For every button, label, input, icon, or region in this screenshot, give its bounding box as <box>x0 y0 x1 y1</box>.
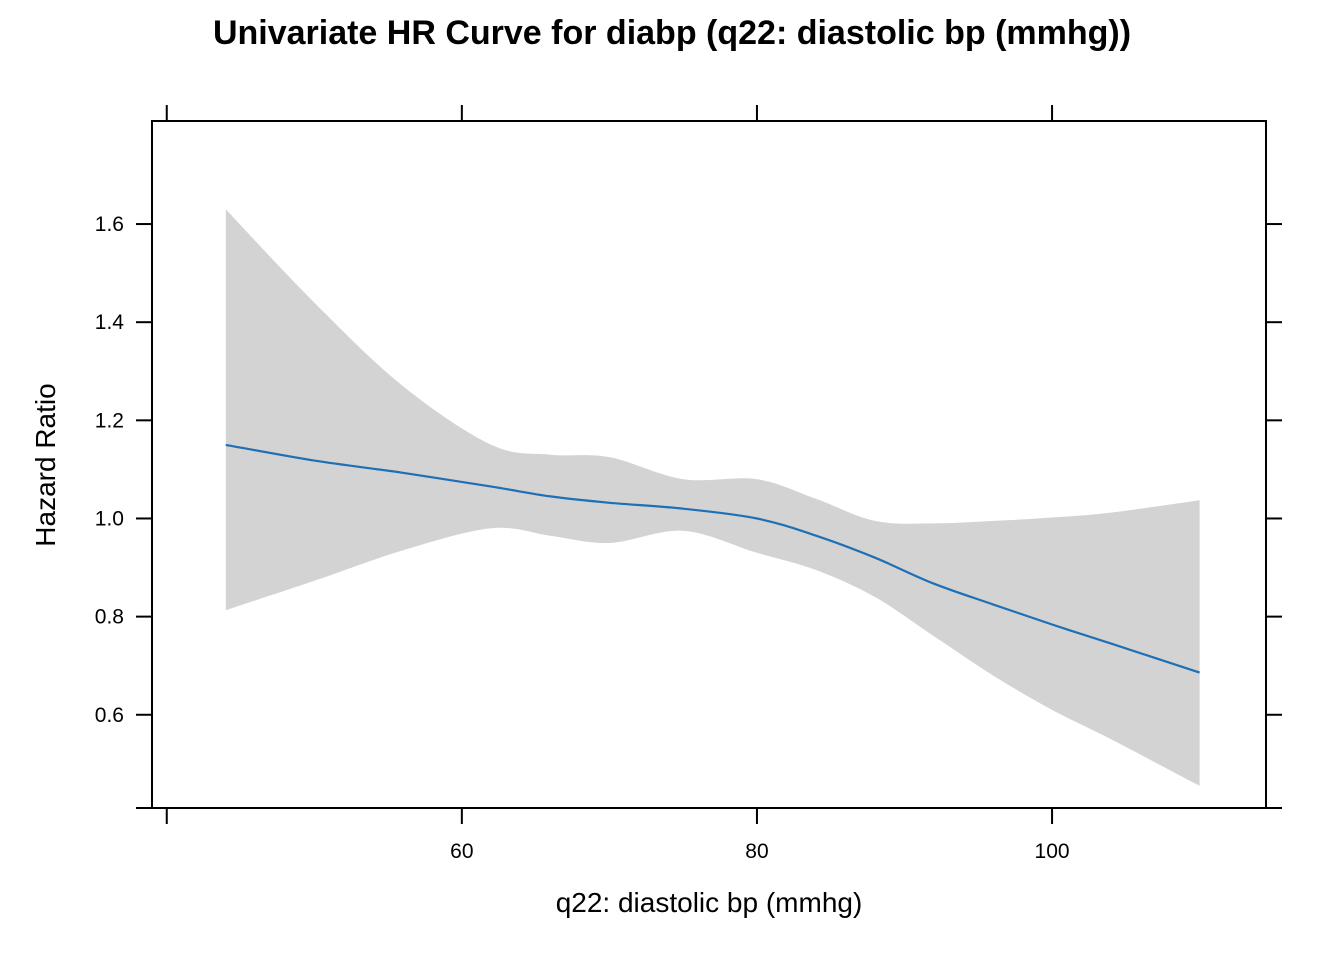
y-axis-ticks: 0.6 0.8 1.0 1.2 1.4 1.6 <box>95 213 1282 727</box>
y-tick-label: 1.6 <box>95 213 124 236</box>
x-axis-ticks: 60 80 100 <box>136 105 1282 863</box>
hr-line-layer <box>225 443 1200 674</box>
y-tick-label: 0.6 <box>95 704 124 727</box>
x-tick-label: 100 <box>1035 840 1070 863</box>
y-tick-label: 1.0 <box>95 507 124 530</box>
y-axis-label: Hazard Ratio <box>30 383 61 546</box>
chart-title: Univariate HR Curve for diabp (q22: dias… <box>213 14 1131 52</box>
confidence-band-0 <box>225 209 1200 786</box>
x-tick-label: 60 <box>450 840 473 863</box>
confidence-band-layer <box>225 209 1200 786</box>
x-tick-label: 80 <box>745 840 768 863</box>
y-tick-label: 0.8 <box>95 606 124 629</box>
y-tick-label: 1.2 <box>95 409 124 432</box>
x-axis-label: q22: diastolic bp (mmhg) <box>556 887 863 918</box>
y-tick-label: 1.4 <box>95 311 125 334</box>
hr-line-0 <box>225 443 1200 674</box>
